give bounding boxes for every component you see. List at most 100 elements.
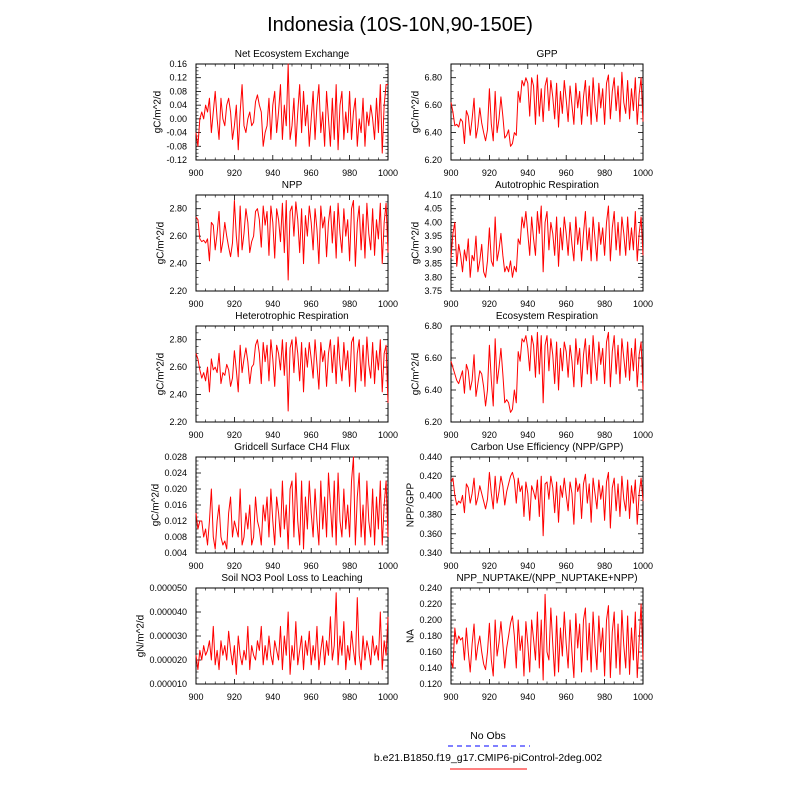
series-line [450, 331, 644, 413]
series-line [195, 199, 389, 281]
x-tick-label: 980 [597, 692, 612, 702]
y-tick-label: 2.60 [169, 231, 187, 241]
x-tick-label: 940 [520, 168, 535, 178]
x-tick-label: 980 [597, 299, 612, 309]
x-tick-label: 1000 [378, 299, 398, 309]
series-line [450, 593, 644, 681]
series-line [450, 471, 644, 537]
y-tick-label: 0.04 [169, 100, 187, 110]
x-tick-label: 940 [265, 561, 280, 571]
x-tick-label: 920 [227, 692, 242, 702]
subplot-title: NPP_NUPTAKE/(NPP_NUPTAKE+NPP) [456, 573, 637, 584]
panel-carbon-use-efficiency-npp-gpp: Carbon Use Efficiency (NPP/GPP) 900 920 940… [405, 442, 653, 571]
y-tick-label: 6.60 [424, 353, 442, 363]
panel-soil-no3-pool-loss-to-leaching: Soil NO3 Pool Loss to Leaching 900 920 940 9… [135, 573, 398, 702]
series-line [195, 336, 389, 412]
y-tick-label: -0.04 [166, 128, 187, 138]
y-tick-label: 0.004 [164, 548, 187, 558]
panel-heterotrophic-respiration: Heterotrophic Respiration 900 920 940 960 980… [155, 311, 398, 440]
x-tick-label: 1000 [633, 430, 653, 440]
subplot-title: NPP [282, 180, 303, 191]
y-tick-label: 0.140 [419, 663, 442, 673]
y-tick-label: 6.60 [424, 100, 442, 110]
y-tick-label: 0.008 [164, 532, 187, 542]
figure-title: Indonesia (10S-10N,90-150E) [267, 14, 533, 36]
y-tick-label: 2.60 [169, 362, 187, 372]
y-tick-label: 0.380 [419, 510, 442, 520]
x-tick-label: 940 [520, 430, 535, 440]
x-tick-label: 920 [482, 168, 497, 178]
y-tick-label: 6.20 [424, 155, 442, 165]
y-tick-label: 3.75 [424, 286, 442, 296]
subplot-title: Soil NO3 Pool Loss to Leaching [221, 573, 362, 584]
panel-ecosystem-respiration: Ecosystem Respiration 900 920 940 960 980 1000… [410, 311, 653, 440]
y-tick-label: 6.40 [424, 385, 442, 395]
y-tick-label: 2.80 [169, 335, 187, 345]
y-axis-label: gC/m^2/d [150, 484, 161, 527]
x-tick-label: 940 [520, 692, 535, 702]
x-tick-label: 960 [559, 692, 574, 702]
y-tick-label: 0.160 [419, 647, 442, 657]
x-tick-label: 980 [342, 299, 357, 309]
y-tick-label: 0.000050 [149, 583, 187, 593]
x-tick-label: 940 [265, 299, 280, 309]
y-tick-label: -0.12 [166, 155, 187, 165]
x-tick-label: 900 [443, 692, 458, 702]
y-tick-label: 3.90 [424, 245, 442, 255]
y-tick-label: 0.400 [419, 490, 442, 500]
x-tick-label: 900 [188, 561, 203, 571]
y-tick-label: 0.16 [169, 59, 187, 69]
x-tick-label: 980 [342, 561, 357, 571]
x-tick-label: 900 [188, 168, 203, 178]
x-tick-label: 940 [520, 299, 535, 309]
y-tick-label: 0.440 [419, 452, 442, 462]
x-tick-label: 960 [559, 430, 574, 440]
x-tick-label: 920 [482, 299, 497, 309]
x-tick-label: 920 [227, 561, 242, 571]
y-tick-label: 0.08 [169, 86, 187, 96]
y-tick-label: 0.180 [419, 631, 442, 641]
x-tick-label: 980 [597, 561, 612, 571]
y-tick-label: 2.40 [169, 259, 187, 269]
x-tick-label: 960 [304, 299, 319, 309]
legend-obs-label: No Obs [470, 730, 506, 742]
y-axis-label: NA [405, 629, 416, 643]
y-tick-label: 0.000040 [149, 607, 187, 617]
x-tick-label: 960 [304, 692, 319, 702]
y-tick-label: 0.000030 [149, 631, 187, 641]
x-tick-label: 920 [482, 561, 497, 571]
y-tick-label: 0.000020 [149, 655, 187, 665]
y-tick-label: 0.120 [419, 679, 442, 689]
x-tick-label: 920 [482, 430, 497, 440]
y-tick-label: 6.80 [424, 73, 442, 83]
y-tick-label: 2.20 [169, 417, 187, 427]
x-tick-label: 960 [304, 561, 319, 571]
y-tick-label: 4.05 [424, 204, 442, 214]
y-tick-label: 4.10 [424, 190, 442, 200]
x-tick-label: 900 [188, 299, 203, 309]
y-tick-label: -0.08 [166, 141, 187, 151]
panel-npp: NPP 900 920 940 960 980 1000 2.20 2.40 2.60 2.80gC… [155, 180, 398, 309]
y-axis-label: gN/m^2/d [135, 615, 146, 658]
legend: No Obs b.e21.B1850.f19_g17.CMIP6-piContr… [374, 730, 602, 770]
panel-grid: Net Ecosystem Exchange 900 920 940 960 980 100… [135, 49, 653, 702]
y-tick-label: 0.028 [164, 452, 187, 462]
subplot-title: Autotrophic Respiration [495, 180, 599, 191]
panel-npp-nuptake-npp-nuptake-npp: NPP_NUPTAKE/(NPP_NUPTAKE+NPP) 900 920 940 96… [405, 573, 653, 702]
subplot-title: Ecosystem Respiration [496, 311, 598, 322]
x-tick-label: 1000 [378, 168, 398, 178]
y-tick-label: 2.40 [169, 390, 187, 400]
x-tick-label: 920 [227, 299, 242, 309]
y-tick-label: 0.360 [419, 529, 442, 539]
x-tick-label: 980 [597, 168, 612, 178]
x-tick-label: 960 [304, 168, 319, 178]
y-tick-label: 6.20 [424, 417, 442, 427]
x-tick-label: 980 [342, 168, 357, 178]
x-tick-label: 940 [265, 168, 280, 178]
y-axis-label: gC/m^2/d [155, 222, 166, 265]
y-tick-label: 0.200 [419, 615, 442, 625]
y-tick-label: 3.95 [424, 231, 442, 241]
y-tick-label: 0.020 [164, 484, 187, 494]
x-tick-label: 960 [559, 299, 574, 309]
